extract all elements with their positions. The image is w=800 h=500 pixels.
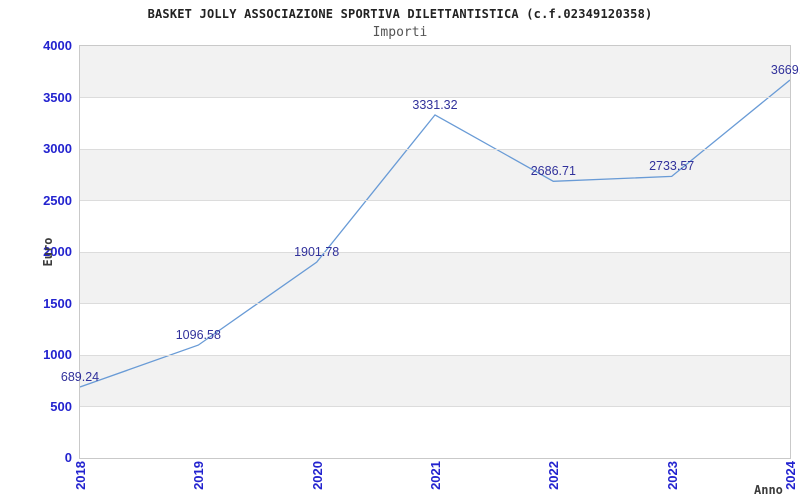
- gridline: [80, 148, 790, 150]
- x-tick-label: 2024: [783, 461, 798, 490]
- x-tick-label: 2023: [664, 461, 680, 490]
- y-tick-label: 4000: [43, 38, 72, 53]
- point-label: 1901.78: [294, 245, 340, 260]
- y-tick-label: 2000: [43, 244, 72, 259]
- plot-area: [79, 45, 791, 459]
- point-label: 1096.58: [175, 328, 221, 343]
- point-label: 2686.71: [530, 164, 576, 179]
- x-tick-label: 2022: [546, 461, 562, 490]
- y-tick-label: 3500: [43, 89, 72, 105]
- line-series: [80, 79, 790, 388]
- y-tick-label: 3000: [43, 141, 72, 156]
- y-tick-label: 500: [50, 398, 72, 414]
- point-label: 3669.8: [770, 63, 800, 77]
- point-label: 689.24: [60, 370, 100, 384]
- x-tick-label: 2019: [191, 461, 207, 490]
- data-line: [80, 79, 790, 388]
- y-axis-label: Euro: [41, 237, 55, 267]
- x-tick-label: 2020: [309, 461, 325, 490]
- point-label: 3331.32: [412, 97, 458, 112]
- gridline: [80, 251, 790, 253]
- gridline: [80, 303, 790, 304]
- chart-subtitle: Importi: [372, 25, 428, 40]
- gridline: [80, 97, 790, 98]
- y-tick-label: 0: [64, 450, 72, 465]
- point-label: 2733.57: [649, 159, 695, 174]
- y-tick-label: 1500: [43, 295, 72, 311]
- x-tick-label: 2021: [428, 461, 443, 490]
- y-tick-label: 1000: [43, 347, 72, 362]
- x-axis-label: Anno: [754, 483, 783, 497]
- gridline: [80, 354, 790, 356]
- y-tick-label: 2500: [43, 192, 72, 208]
- gridline: [80, 406, 790, 407]
- x-tick-label: 2018: [73, 461, 88, 490]
- gridline: [80, 200, 790, 201]
- chart-title: BASKET JOLLY ASSOCIAZIONE SPORTIVA DILET…: [147, 7, 653, 21]
